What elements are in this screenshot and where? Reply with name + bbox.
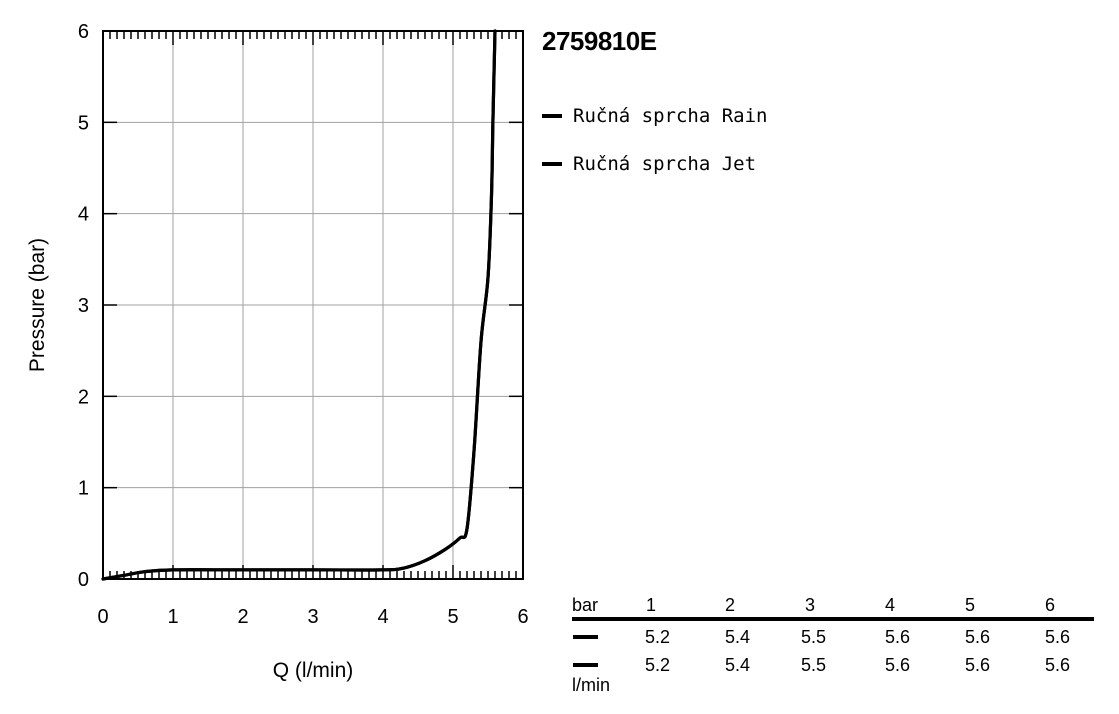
x-tick-label: 1 (167, 606, 178, 628)
legend-item-rain: Ručná sprcha Rain (542, 92, 767, 140)
table-header-cell: 3 (805, 595, 816, 615)
table-header-unit: bar (572, 595, 599, 615)
table-cell: 5.6 (885, 627, 911, 647)
table-row: 5.2 5.4 5.5 5.6 5.6 5.6 (572, 649, 1094, 677)
y-tick-label: 3 (78, 295, 89, 317)
table-cell: 5.4 (725, 655, 751, 675)
y-tick-label: 1 (78, 478, 89, 500)
table-cell: 5.5 (801, 655, 827, 675)
table-header-row: bar 1 2 3 4 5 6 (572, 595, 1094, 621)
legend: Ručná sprcha Rain Ručná sprcha Jet (542, 92, 767, 188)
x-tick-label: 6 (517, 606, 528, 628)
table-cell: 5.6 (885, 655, 911, 675)
table-header-cell: 6 (1045, 595, 1056, 615)
x-tick-label: 5 (447, 606, 458, 628)
table-header-cell: 4 (885, 595, 896, 615)
y-tick-label: 6 (78, 21, 89, 43)
x-tick-label: 2 (237, 606, 248, 628)
table-cell: 5.6 (965, 655, 991, 675)
table-cell: 5.5 (801, 627, 827, 647)
table-unit-label: l/min (572, 675, 611, 695)
legend-label: Ručná sprcha Jet (573, 153, 757, 175)
series-line-1 (101, 29, 497, 581)
legend-label: Ručná sprcha Rain (573, 105, 768, 127)
y-tick-label: 2 (78, 386, 89, 408)
table-row: 5.2 5.4 5.5 5.6 5.6 5.6 (572, 621, 1094, 649)
series-layer (101, 29, 497, 581)
table-cell: 5.6 (1045, 627, 1071, 647)
x-tick-label: 0 (97, 606, 108, 628)
row-swatch-rain (573, 635, 598, 639)
grid-lines (103, 31, 523, 579)
table-header-cell: 1 (646, 595, 657, 615)
table-cell: 5.6 (1045, 655, 1071, 675)
x-tick-label: 3 (307, 606, 318, 628)
table-cell: 5.2 (645, 655, 671, 675)
row-swatch-jet (573, 663, 598, 667)
y-tick-label: 5 (78, 112, 89, 134)
plot-frame (102, 30, 524, 580)
y-tick-label: 4 (78, 204, 89, 226)
x-axis-title: Q (l/min) (273, 659, 354, 682)
y-axis-title: Pressure (bar) (26, 238, 49, 372)
table-cell: 5.4 (725, 627, 751, 647)
table-header-cell: 2 (725, 595, 736, 615)
product-id: 2759810E (542, 26, 657, 56)
legend-swatch (542, 162, 562, 166)
table-cell: 5.2 (645, 627, 671, 647)
flow-rate-table: bar 1 2 3 4 5 6 5.2 5.4 5.5 5.6 5.6 5.6 … (572, 595, 1094, 695)
table-header-cell: 5 (965, 595, 976, 615)
table-cell: 5.6 (965, 627, 991, 647)
legend-item-jet: Ručná sprcha Jet (542, 140, 767, 188)
x-tick-label: 4 (377, 606, 388, 628)
tick-labels: 0 1 2 3 4 5 6 0 1 2 3 4 5 6 (78, 21, 529, 628)
legend-swatch (542, 114, 562, 118)
y-tick-label: 0 (78, 569, 89, 591)
